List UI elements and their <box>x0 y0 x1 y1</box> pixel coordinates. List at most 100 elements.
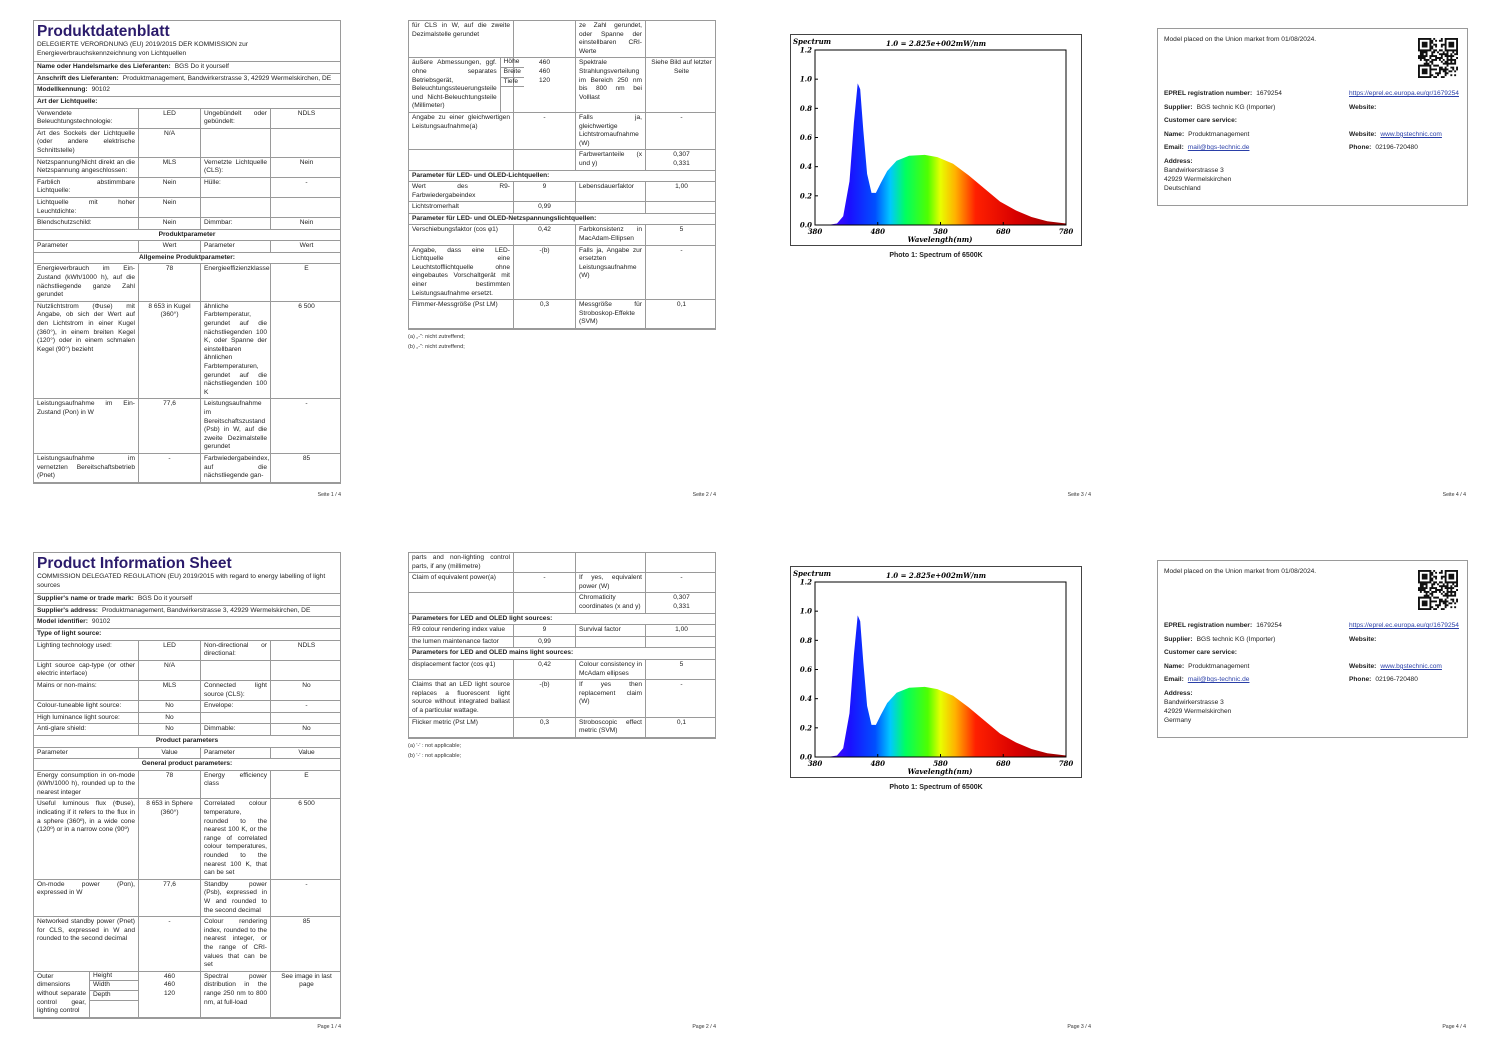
address-label: Address: <box>1164 689 1193 697</box>
table-cell: 0,307 0,331 <box>646 593 716 612</box>
info-link[interactable]: www.bgstechnic.com <box>1380 130 1442 138</box>
info-rows: EPREL registration number: 1679254 https:/… <box>1164 621 1461 684</box>
field: Model identifier: 90102 <box>34 617 340 629</box>
sub-labels: Height Width Depth <box>89 971 138 1017</box>
info-rows: EPREL registration number: 1679254 https:/… <box>1164 89 1461 152</box>
table-cell: On-mode power (Pon), expressed in W <box>34 879 139 917</box>
table-row: Useful luminous flux (Φuse), indicating … <box>34 799 340 880</box>
figure-caption: Photo 1: Spectrum of 6500K <box>889 784 983 791</box>
info-label: Email: <box>1164 676 1184 684</box>
figure-label: Spectrum <box>793 569 831 578</box>
y-tick-label: 0.4 <box>800 694 812 703</box>
table-row: parts and non-lighting control parts, if… <box>409 553 715 574</box>
table-cell: Vernetzte Lichtquelle (CLS): <box>201 157 271 177</box>
table-cell: 6 500 <box>298 302 315 310</box>
sub-labels: Höhe Breite Tiefe <box>499 58 524 112</box>
table-cell: Nein <box>299 219 314 227</box>
table-cell: Outer dimensions without separate contro… <box>34 971 139 1017</box>
table-cell: 5 <box>679 660 684 668</box>
page-number: Page 3 / 4 <box>1067 1024 1091 1030</box>
x-tick-label: 480 <box>870 227 885 236</box>
info-left: Supplier: BGS technic KG (Importer) <box>1164 635 1349 644</box>
table-cell: 77,6 <box>139 879 201 917</box>
document-page: Spectrum 1.0 = 2.825e+002mW/nm 0.0 0.2 0.4 0.… <box>750 532 1125 1060</box>
qr-modules <box>1418 570 1458 610</box>
info-label: Name: <box>1164 130 1185 138</box>
table-cell: Energieverbrauch im Ein-Zustand (kWh/100… <box>34 264 139 301</box>
table-cell: Networked standby power (Pnet) for CLS, … <box>34 917 139 971</box>
field-value: Produktmanagement, Bandwirkerstrasse 3, … <box>101 606 311 614</box>
table-cell: No <box>139 712 201 724</box>
sheet-title: Produktdatenblatt <box>37 23 170 40</box>
table-cell: Useful luminous flux (Φuse), indicating … <box>34 799 139 879</box>
page-number: Page 1 / 4 <box>317 1024 341 1030</box>
info-label: Supplier: <box>1164 635 1193 643</box>
spectrum-curve <box>827 83 1066 226</box>
info-right: https://eprel.ec.europa.eu/qr/1679254 <box>1349 621 1461 630</box>
sub-label: Breite <box>500 68 524 78</box>
info-link[interactable]: https://eprel.ec.europa.eu/qr/1679254 <box>1349 622 1459 629</box>
table-cell <box>514 593 576 613</box>
info-label: Website: <box>1349 130 1377 138</box>
table-row: Flicker metric (Pst LM) 0,3 Stroboscopic e… <box>409 717 715 738</box>
table-cell: See image in last page <box>281 972 332 989</box>
table-row: Lichtstromerhalt 0,99 <box>409 202 715 214</box>
info-link[interactable]: www.bgstechnic.com <box>1380 662 1442 670</box>
table-cell: 78 <box>139 770 201 799</box>
table-cell <box>271 198 341 217</box>
table-row: Angabe zu einer gleichwertigen Leistungs… <box>409 112 715 151</box>
table-cell: 8 653 in Sphere (360°) <box>139 799 201 879</box>
info-label: Email: <box>1164 144 1184 152</box>
info-link[interactable]: mail@bgs-technic.de <box>1187 676 1250 684</box>
cell-line: 0,331 <box>673 602 690 610</box>
info-left: Email: mail@bgs-technic.de <box>1164 675 1349 684</box>
table-row: Lighting technology used: LED Non-directio… <box>34 640 340 661</box>
table-cell: Parameter <box>201 747 271 759</box>
info-left: Email: mail@bgs-technic.de <box>1164 143 1349 152</box>
x-tick-label: 380 <box>808 227 823 236</box>
table-cell: 1,00 <box>675 626 688 634</box>
field-value: Produktmanagement, Bandwirkerstrasse 3, … <box>122 74 332 82</box>
info-value: 1679254 <box>1256 622 1282 629</box>
table-cell <box>271 129 341 157</box>
x-tick-label: 580 <box>933 759 948 768</box>
table-row: Flimmer-Messgröße (Pst LM) 0,3 Messgröße f… <box>409 300 715 329</box>
table-cell: - <box>680 246 683 254</box>
table-cell: - <box>680 681 683 689</box>
table-row: Netzspannung/Nicht direkt an die Netzspa… <box>34 157 340 178</box>
info-row: Supplier: BGS technic KG (Importer) Websit… <box>1164 103 1461 112</box>
table-cell: Standby power (Psb), expressed in W and … <box>201 879 271 917</box>
table-cell: Energy consumption in on-mode (kWh/1000 … <box>34 770 139 799</box>
market-info-card: Model placed on the Union market from 01… <box>1157 28 1468 206</box>
scale-note: 1.0 = 2.825e+002mW/nm <box>886 39 986 48</box>
table-cell <box>271 661 341 680</box>
cell-text: äußere Abmessungen, ggf. ohne separates … <box>412 59 497 110</box>
cell-line: 460 <box>163 981 175 989</box>
table-cell: -(b) <box>514 245 576 300</box>
table-cell: Colour consistency in McAdam ellipses <box>576 659 646 680</box>
info-label: Phone: <box>1349 676 1372 684</box>
cell-line: 120 <box>538 76 550 84</box>
market-intro: Model placed on the Union market from 01… <box>1164 568 1317 575</box>
info-left: Name: Produktmanagement <box>1164 662 1349 671</box>
info-value: 02196-720480 <box>1375 676 1418 684</box>
table-cell: Lighting technology used: <box>34 640 139 660</box>
table-cell: Flimmer-Messgröße (Pst LM) <box>409 300 514 328</box>
page-number: Seite 2 / 4 <box>692 492 716 498</box>
field: Supplier's name or trade mark: BGS Do it … <box>34 594 340 606</box>
table-cell: Lichtstromerhalt <box>409 202 514 213</box>
info-link[interactable]: mail@bgs-technic.de <box>1187 144 1250 152</box>
table-cell: Spectral power distribution in the range… <box>201 971 271 1017</box>
table-cell: displacement factor (cos φ1) <box>409 659 514 680</box>
info-value: BGS technic KG (Importer) <box>1196 103 1276 111</box>
table-cell: No <box>302 725 311 733</box>
table-row: Leistungsaufnahme im vernetzten Bereitsc… <box>34 453 340 483</box>
table-row: Parameter Value Parameter Value <box>34 747 340 760</box>
y-tick-label: 0.2 <box>800 723 812 732</box>
table-cell: 0,42 <box>514 225 576 245</box>
info-link[interactable]: https://eprel.ec.europa.eu/qr/1679254 <box>1349 90 1459 97</box>
table-cell: High luminance light source: <box>34 712 139 724</box>
field-value: 90102 <box>91 618 111 626</box>
table-cell: - <box>680 113 683 121</box>
